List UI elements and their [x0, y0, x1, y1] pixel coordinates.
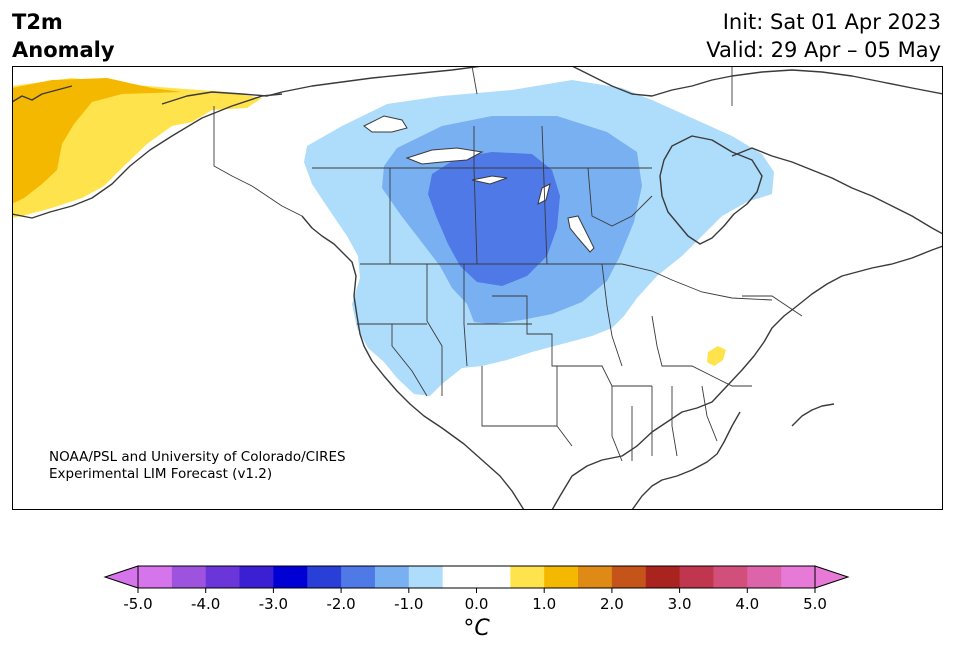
athabasca-lake [471, 175, 508, 185]
credit-line-1: NOAA/PSL and University of Colorado/CIRE… [49, 449, 346, 465]
colorbar-tick-label: 0.0 [465, 595, 489, 613]
colorbar-cell [171, 566, 207, 588]
data-credit: NOAA/PSL and University of Colorado/CIRE… [49, 449, 346, 483]
map-frame [12, 66, 943, 510]
init-date: Init: Sat 01 Apr 2023 [722, 10, 941, 34]
colorbar-over-arrow [814, 565, 850, 589]
lake-winnipeg [567, 215, 595, 253]
colorbar-tick-label: -1.0 [394, 595, 423, 613]
colorbar: -5.0 -4.0 -3.0 -2.0 -1.0 0.0 1.0 2.0 3.0 4.0 5.0 [103, 565, 850, 613]
colorbar-ticks: -5.0 -4.0 -3.0 -2.0 -1.0 0.0 1.0 2.0 3.0 4.0 5.0 [123, 588, 827, 613]
colorbar-cell [273, 566, 308, 588]
colorbar-cell [544, 566, 579, 588]
colorbar-tick-label: 3.0 [668, 595, 692, 613]
coastlines [12, 66, 943, 510]
colorbar-cell [713, 566, 748, 588]
reindeer-lake [537, 183, 551, 205]
colorbar-cell [476, 566, 511, 588]
colorbar-tick-label: 4.0 [735, 595, 759, 613]
date-info: Init: Sat 01 Apr 2023 Valid: 29 Apr – 05… [706, 8, 941, 64]
great-slave-lake [405, 147, 484, 165]
colorbar-cell [374, 566, 410, 588]
colorbar-under-arrow [103, 565, 139, 589]
great-bear-lake [363, 115, 408, 133]
colorbar-cell [408, 566, 444, 588]
colorbar-cell [138, 566, 173, 588]
valid-date: Valid: 29 Apr – 05 May [706, 38, 941, 62]
colorbar-cell [781, 566, 816, 588]
colorbar-tick-label: 5.0 [803, 595, 827, 613]
colorbar-cell [442, 566, 477, 588]
credit-line-2: Experimental LIM Forecast (v1.2) [49, 466, 273, 482]
colorbar-cell [679, 566, 714, 588]
colorbar-cell [307, 566, 342, 588]
variable-label: T2m [12, 10, 63, 34]
colorbar-cell [510, 566, 545, 588]
colorbar-tick-label: 1.0 [532, 595, 556, 613]
anomaly-map [12, 66, 943, 510]
warm-anomaly-alaska-strong [12, 78, 182, 204]
colorbar-unit: °C [463, 616, 490, 641]
anomaly-label: Anomaly [12, 38, 115, 62]
colorbar-cell [645, 566, 681, 588]
colorbar-tick-label: 2.0 [600, 595, 624, 613]
colorbar-cell [205, 566, 241, 588]
warm-anomaly-appalachia [707, 346, 726, 366]
colorbar-tick-label: -3.0 [259, 595, 288, 613]
political-boundaries [213, 66, 803, 462]
colorbar-cell [578, 566, 613, 588]
colorbar-tick-label: -4.0 [191, 595, 220, 613]
colorbar-tick-label: -2.0 [326, 595, 355, 613]
cool-anomaly-strong [428, 152, 560, 286]
colorbar-tick-label: -5.0 [123, 595, 152, 613]
colorbar-cell [239, 566, 274, 588]
colorbar-cell [747, 566, 782, 588]
colorbar-cell [341, 566, 376, 588]
colorbar-cell [611, 566, 647, 588]
map-title: T2m Anomaly [12, 8, 115, 64]
colorbar-cells [138, 566, 816, 588]
